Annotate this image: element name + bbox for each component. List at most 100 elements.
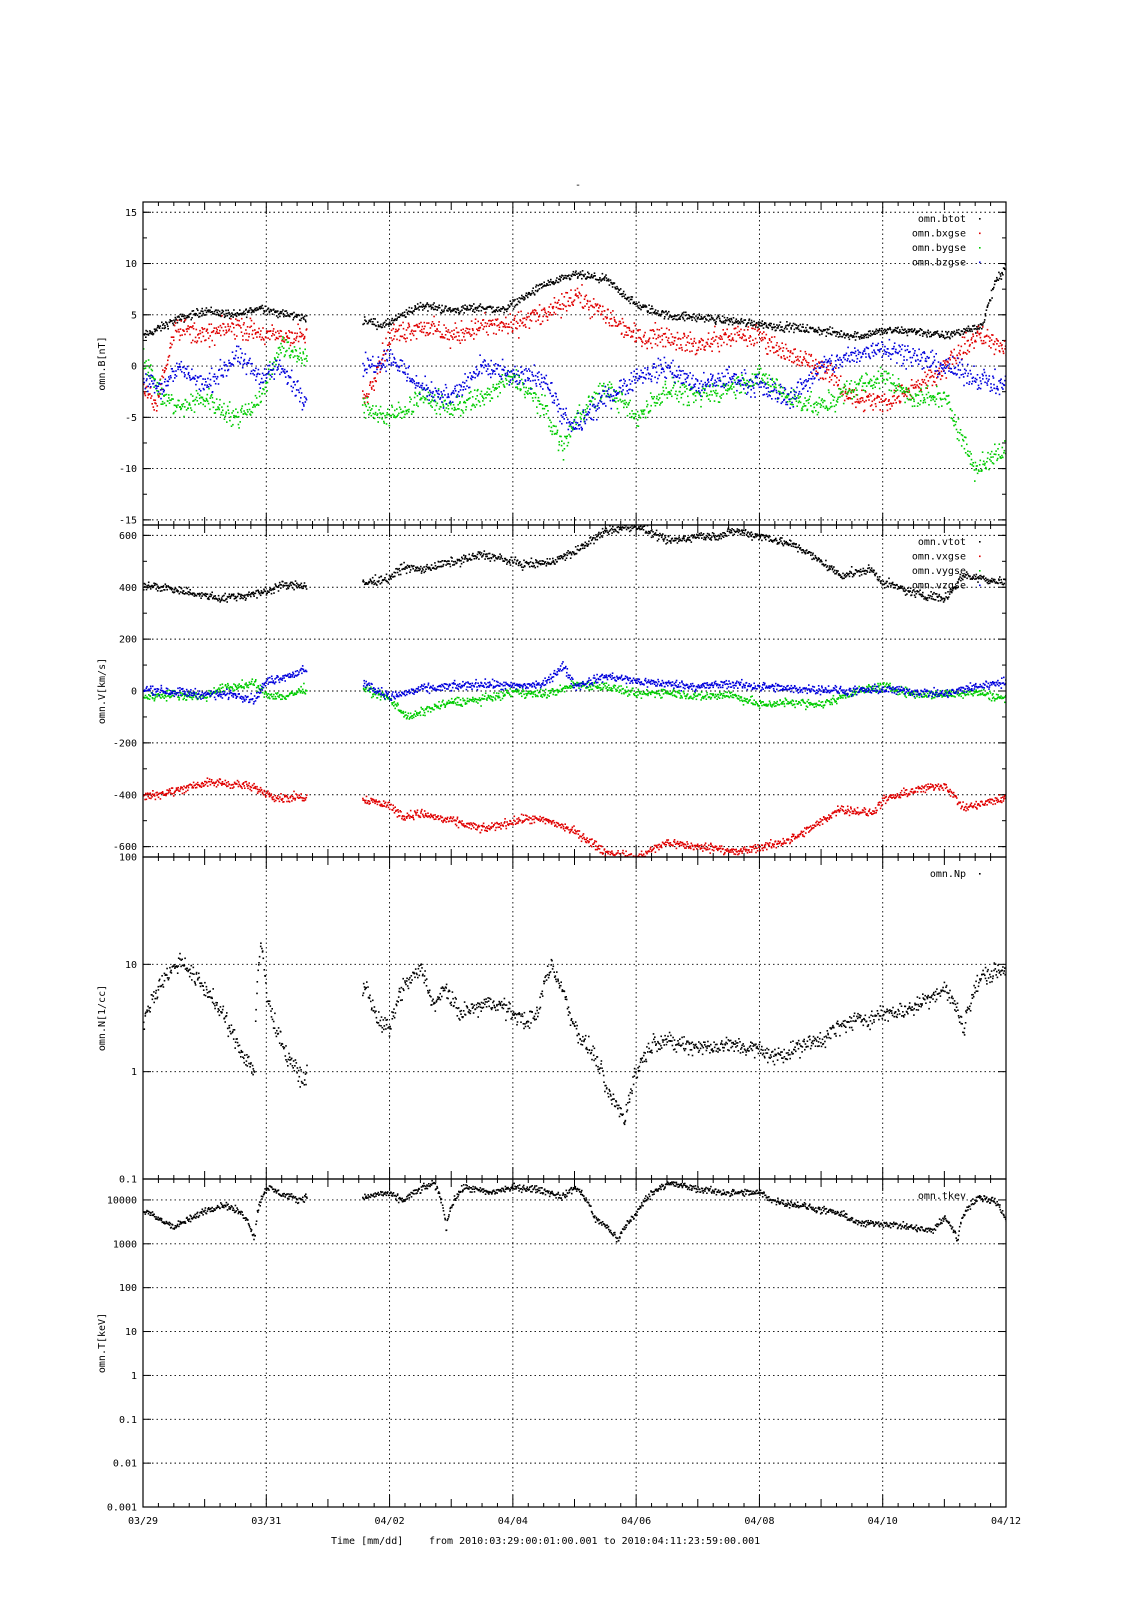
data-point — [233, 309, 235, 311]
data-point — [932, 376, 935, 378]
data-point — [566, 422, 568, 424]
data-point — [642, 409, 644, 411]
data-point — [724, 320, 726, 322]
data-point — [877, 329, 879, 332]
data-point — [586, 413, 589, 415]
data-point — [418, 392, 420, 395]
data-point — [844, 390, 847, 393]
data-point — [202, 335, 205, 338]
data-point — [630, 336, 632, 338]
data-point — [534, 374, 537, 377]
data-point — [385, 324, 387, 326]
data-point — [732, 377, 734, 380]
data-point — [727, 372, 729, 375]
data-point — [598, 392, 601, 395]
data-point — [596, 408, 599, 410]
data-point — [936, 393, 939, 395]
data-point — [299, 331, 302, 334]
data-point — [647, 372, 650, 374]
data-point — [718, 401, 721, 403]
data-point — [224, 415, 227, 418]
data-point — [492, 369, 495, 372]
data-point — [683, 333, 686, 335]
data-point — [706, 341, 708, 344]
data-point — [405, 329, 408, 331]
data-point — [244, 312, 246, 315]
data-point — [628, 327, 631, 329]
data-point — [202, 312, 205, 315]
data-point — [293, 316, 295, 319]
data-point — [465, 408, 467, 411]
data-point — [730, 333, 733, 335]
data-point — [473, 372, 476, 374]
data-point — [636, 302, 638, 305]
data-point — [556, 277, 558, 279]
data-point — [752, 339, 754, 341]
data-point — [453, 329, 455, 331]
data-point — [829, 376, 831, 379]
data-point — [435, 389, 437, 392]
data-point — [862, 334, 864, 337]
data-point — [451, 310, 454, 312]
data-point — [159, 379, 161, 381]
data-point — [460, 384, 462, 387]
data-point — [727, 384, 730, 387]
data-point — [988, 340, 991, 342]
data-point — [682, 316, 684, 319]
data-point — [836, 376, 838, 379]
data-point — [216, 408, 219, 411]
data-point — [191, 310, 194, 312]
data-point — [996, 457, 999, 460]
data-point — [432, 306, 434, 309]
data-point — [853, 333, 856, 335]
data-point — [249, 414, 252, 416]
data-point — [219, 324, 222, 327]
data-point — [449, 402, 451, 404]
data-point — [369, 409, 372, 412]
data-point — [681, 349, 683, 351]
data-point — [453, 333, 455, 335]
data-point — [980, 332, 982, 334]
data-point — [516, 386, 518, 388]
data-point — [551, 382, 553, 384]
data-point — [566, 292, 569, 294]
data-point — [728, 366, 730, 368]
data-point — [996, 459, 998, 462]
data-point — [766, 353, 769, 355]
data-point — [659, 341, 662, 343]
data-point — [791, 403, 793, 406]
data-point — [473, 303, 475, 305]
data-point — [586, 277, 588, 280]
data-point — [680, 396, 683, 399]
data-point — [251, 401, 253, 404]
data-point — [982, 463, 984, 466]
data-point — [466, 332, 468, 334]
data-point — [421, 382, 424, 385]
data-point — [434, 308, 436, 311]
data-point — [292, 342, 294, 345]
data-point — [491, 324, 493, 326]
data-point — [525, 386, 527, 389]
data-point — [502, 322, 504, 324]
data-point — [262, 381, 265, 383]
data-point — [473, 389, 476, 391]
data-point — [709, 400, 711, 402]
data-point — [393, 416, 395, 418]
data-point — [150, 368, 153, 371]
data-point — [150, 386, 152, 388]
data-point — [201, 331, 204, 334]
data-point — [459, 342, 462, 344]
data-point — [690, 338, 692, 340]
data-point — [625, 401, 628, 404]
data-point — [660, 313, 663, 315]
data-point — [644, 378, 647, 380]
data-point — [578, 404, 581, 406]
data-point — [805, 329, 808, 331]
data-point — [834, 375, 837, 377]
data-point — [153, 379, 156, 382]
data-point — [435, 330, 437, 333]
data-point — [251, 362, 253, 365]
data-point — [575, 416, 577, 418]
data-point — [154, 378, 156, 380]
data-point — [212, 406, 215, 409]
